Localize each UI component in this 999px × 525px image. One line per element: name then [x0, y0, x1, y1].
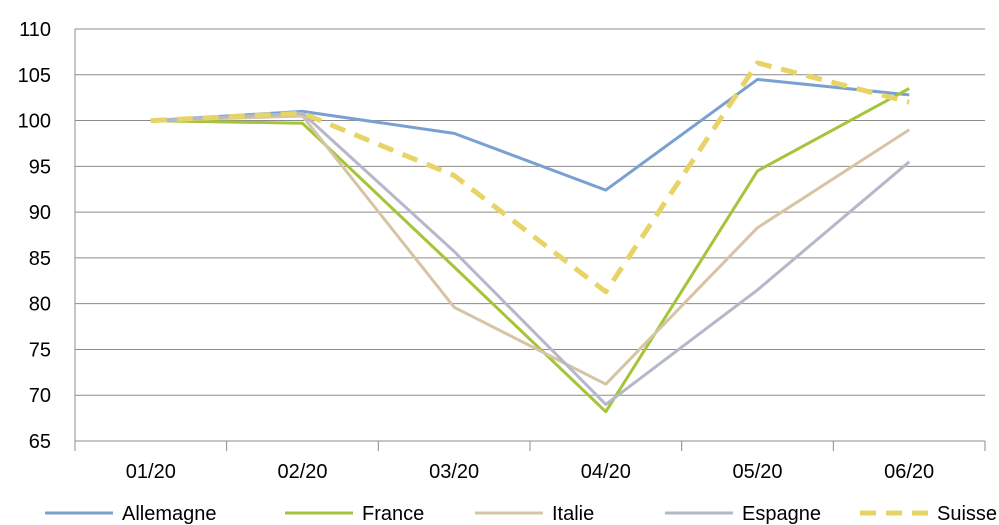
legend-label: Espagne: [742, 503, 821, 525]
legend-item-espagne: Espagne: [665, 503, 821, 525]
legend-item-france: France: [285, 503, 424, 525]
y-tick-label: 65: [29, 431, 51, 453]
y-axis: 65 70 75 80 85 90 95 100 105 110: [18, 19, 76, 453]
x-axis: 01/20 02/20 03/20 04/20 05/20 06/20: [74, 441, 986, 483]
y-tick-label: 75: [29, 339, 51, 361]
series-line-allemagne: [150, 77, 910, 192]
y-tick-label: 80: [29, 294, 51, 316]
legend-label: Suisse: [937, 503, 997, 525]
x-tick-label: 02/20: [277, 461, 327, 483]
legend-label: Allemagne: [122, 503, 217, 525]
legend-item-suisse: Suisse: [860, 503, 997, 525]
legend: Allemagne France Italie Espagne Suisse: [45, 503, 997, 525]
series-line-italie: [150, 114, 911, 386]
y-tick-label: 95: [29, 156, 51, 178]
x-tick-label: 03/20: [429, 461, 479, 483]
series-line-espagne: [150, 111, 911, 406]
legend-label: France: [362, 503, 424, 525]
y-tick-label: 100: [18, 111, 51, 133]
legend-label: Italie: [552, 503, 594, 525]
series-lines: [150, 60, 911, 414]
x-tick-label: 01/20: [126, 461, 176, 483]
x-tick-label: 06/20: [884, 461, 934, 483]
y-tick-label: 85: [29, 248, 51, 270]
x-tick-label: 04/20: [581, 461, 631, 483]
y-tick-label: 70: [29, 385, 51, 407]
series-line-suisse: [150, 60, 910, 295]
series-line-france: [150, 87, 910, 414]
gridlines: [75, 28, 985, 442]
legend-item-italie: Italie: [475, 503, 594, 525]
legend-item-allemagne: Allemagne: [45, 503, 217, 525]
y-tick-label: 105: [18, 65, 51, 87]
y-tick-label: 90: [29, 202, 51, 224]
x-tick-label: 05/20: [732, 461, 782, 483]
y-tick-label: 110: [19, 19, 51, 41]
